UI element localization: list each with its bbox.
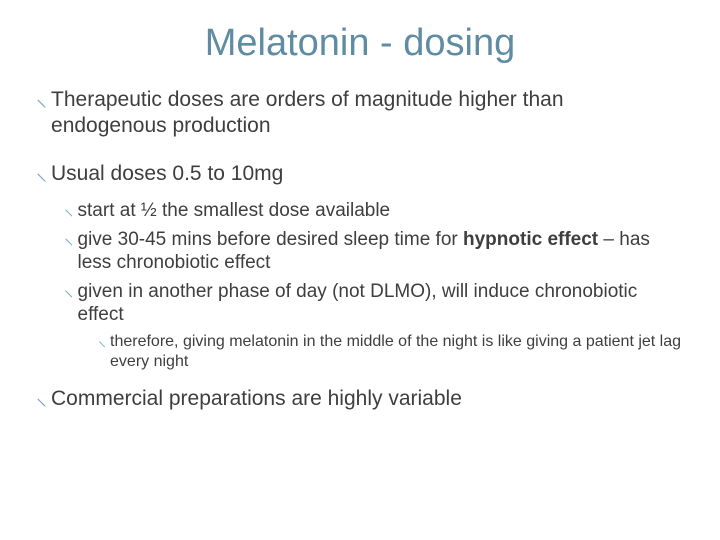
bullet-l2: ⸜ start at ½ the smallest dose available [64, 199, 684, 222]
bullet-icon: ⸜ [36, 161, 47, 185]
text-bold: hypnotic effect [463, 229, 598, 250]
slide: Melatonin - dosing ⸜ Therapeutic doses a… [0, 0, 720, 540]
bullet-text: start at ½ the smallest dose available [78, 199, 391, 222]
slide-title: Melatonin - dosing [36, 22, 684, 65]
bullet-text: therefore, giving melatonin in the middl… [110, 332, 684, 372]
text-span: give 30-45 mins before desired sleep tim… [78, 229, 463, 250]
bullet-icon: ⸜ [98, 332, 106, 352]
bullet-l1: ⸜ Usual doses 0.5 to 10mg [36, 161, 684, 187]
bullet-l3: ⸜ therefore, giving melatonin in the mid… [98, 332, 684, 372]
bullet-text: Therapeutic doses are orders of magnitud… [51, 87, 684, 139]
bullet-text: given in another phase of day (not DLMO)… [78, 280, 684, 326]
bullet-icon: ⸜ [64, 199, 74, 221]
bullet-l1: ⸜ Commercial preparations are highly var… [36, 386, 684, 412]
bullet-l1: ⸜ Therapeutic doses are orders of magnit… [36, 87, 684, 139]
bullet-text: Usual doses 0.5 to 10mg [51, 161, 283, 187]
bullet-icon: ⸜ [36, 386, 47, 410]
bullet-l2: ⸜ given in another phase of day (not DLM… [64, 280, 684, 326]
bullet-icon: ⸜ [64, 280, 74, 302]
bullet-icon: ⸜ [36, 87, 47, 111]
bullet-text: Commercial preparations are highly varia… [51, 386, 462, 412]
bullet-icon: ⸜ [64, 228, 74, 250]
bullet-l2: ⸜ give 30-45 mins before desired sleep t… [64, 228, 684, 274]
bullet-text: give 30-45 mins before desired sleep tim… [78, 228, 684, 274]
